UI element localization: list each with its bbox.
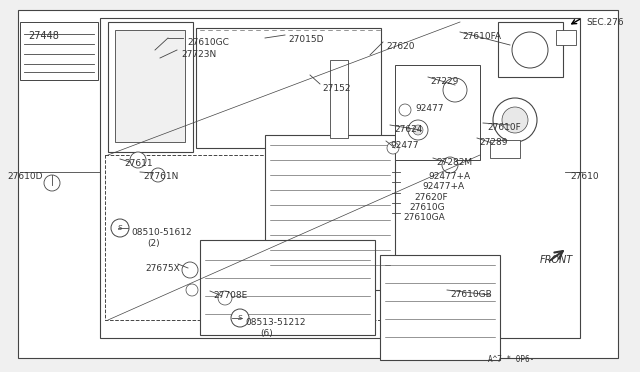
Circle shape xyxy=(182,262,198,278)
Bar xyxy=(115,30,185,142)
Circle shape xyxy=(493,98,537,142)
Bar xyxy=(395,65,480,160)
Text: 27152: 27152 xyxy=(322,84,351,93)
Text: 27723N: 27723N xyxy=(181,50,216,59)
Text: 27610GA: 27610GA xyxy=(403,213,445,222)
Text: 27015D: 27015D xyxy=(288,35,323,44)
Bar xyxy=(330,60,348,138)
Circle shape xyxy=(408,120,428,140)
Circle shape xyxy=(512,32,548,68)
Circle shape xyxy=(387,142,399,154)
Text: 27761N: 27761N xyxy=(143,172,179,181)
Bar xyxy=(380,255,500,360)
Circle shape xyxy=(130,152,146,168)
Circle shape xyxy=(111,219,129,237)
Bar xyxy=(200,240,375,335)
Text: 92477: 92477 xyxy=(415,104,444,113)
Text: 92477+A: 92477+A xyxy=(422,182,464,191)
Text: 27610GC: 27610GC xyxy=(187,38,229,47)
Circle shape xyxy=(44,175,60,191)
Circle shape xyxy=(151,168,165,182)
Text: 08513-51212: 08513-51212 xyxy=(245,318,305,327)
Bar xyxy=(108,22,193,152)
Text: 27620: 27620 xyxy=(386,42,415,51)
Text: 27610FA: 27610FA xyxy=(462,32,501,41)
Text: 27624: 27624 xyxy=(394,125,422,134)
Circle shape xyxy=(502,107,528,133)
Circle shape xyxy=(218,291,232,305)
Text: 27289: 27289 xyxy=(479,138,508,147)
Text: 27675X: 27675X xyxy=(145,264,180,273)
Text: FRONT: FRONT xyxy=(540,255,573,265)
Circle shape xyxy=(443,78,467,102)
Text: 27610F: 27610F xyxy=(487,123,521,132)
Bar xyxy=(196,28,381,148)
Bar xyxy=(20,22,98,80)
Text: 27448: 27448 xyxy=(28,31,59,41)
Text: (6): (6) xyxy=(260,329,273,338)
Text: 27282M: 27282M xyxy=(436,158,472,167)
Bar xyxy=(100,18,580,338)
Text: 27620F: 27620F xyxy=(414,193,447,202)
Text: 27610D: 27610D xyxy=(7,172,42,181)
Text: 27229: 27229 xyxy=(430,77,458,86)
Circle shape xyxy=(186,284,198,296)
Text: A^7 * 0P6-: A^7 * 0P6- xyxy=(488,355,534,364)
Bar xyxy=(498,22,563,77)
Text: S: S xyxy=(237,315,243,321)
Bar xyxy=(556,30,576,45)
Text: 92477+A: 92477+A xyxy=(428,172,470,181)
Text: 27611: 27611 xyxy=(124,159,152,168)
Bar xyxy=(490,140,520,158)
Text: 92477: 92477 xyxy=(390,141,419,150)
Text: S: S xyxy=(118,225,122,231)
Text: 08510-51612: 08510-51612 xyxy=(131,228,191,237)
Circle shape xyxy=(413,125,423,135)
Text: 27708E: 27708E xyxy=(213,291,247,300)
Text: (2): (2) xyxy=(147,239,159,248)
Bar xyxy=(105,155,395,320)
Circle shape xyxy=(399,104,411,116)
Circle shape xyxy=(442,157,458,173)
Bar xyxy=(265,135,395,290)
Circle shape xyxy=(231,309,249,327)
Text: 27610GB: 27610GB xyxy=(450,290,492,299)
Text: 27610: 27610 xyxy=(570,172,598,181)
Text: 27610G: 27610G xyxy=(409,203,445,212)
Text: SEC.276: SEC.276 xyxy=(586,18,623,27)
